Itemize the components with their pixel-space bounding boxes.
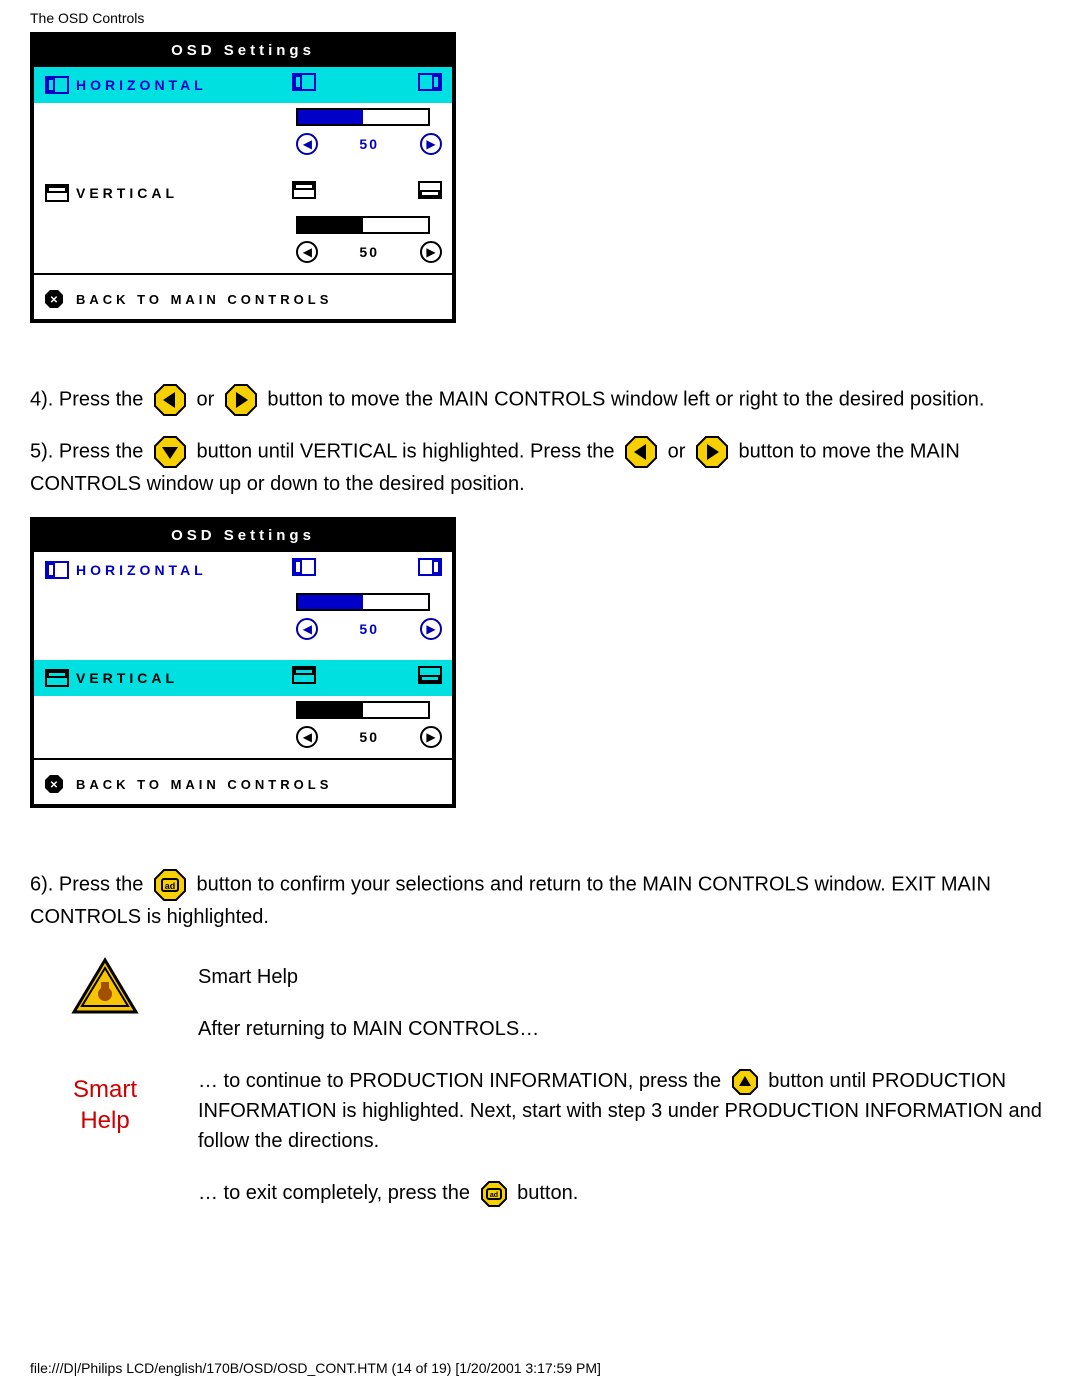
arrow-left-icon: ◀ xyxy=(296,133,318,155)
svg-text:ad: ad xyxy=(489,1192,497,1199)
osd-divider xyxy=(34,273,452,275)
arrow-left-icon: ◀ xyxy=(296,618,318,640)
screen-top-icon xyxy=(292,181,316,205)
vertical-value: 50 xyxy=(359,729,379,745)
left-button-icon xyxy=(153,383,187,417)
vertical-progress-row xyxy=(34,211,452,239)
step6-prefix: 6). Press the xyxy=(30,873,149,895)
arrow-right-icon: ▶ xyxy=(420,133,442,155)
osd-screenshot-vertical-selected: OSD Settings HORIZONTAL ◀ 50 ▶ xyxy=(30,517,456,808)
vertical-label: VERTICAL xyxy=(70,185,292,201)
osd-row-horizontal: HORIZONTAL xyxy=(34,552,452,588)
left-button-icon xyxy=(624,435,658,469)
sh-line-3: … to continue to PRODUCTION INFORMATION,… xyxy=(198,1066,1050,1156)
osd-row-vertical: VERTICAL xyxy=(34,660,452,696)
osd-title: OSD Settings xyxy=(34,521,452,552)
svg-text:ad: ad xyxy=(165,881,176,891)
vertical-screen-icon xyxy=(44,184,70,202)
exit-icon: ✕ xyxy=(44,774,64,794)
smart-help-section: Smart Help Smart Help After returning to… xyxy=(30,952,1050,1230)
exit-icon: ✕ xyxy=(44,289,64,309)
osd-row-horizontal: HORIZONTAL xyxy=(34,67,452,103)
vertical-progress-row xyxy=(34,696,452,724)
smart-help-label-1: Smart xyxy=(73,1076,137,1103)
down-button-icon xyxy=(153,435,187,469)
osd-screenshot-horizontal-selected: OSD Settings HORIZONTAL ◀ 50 ▶ xyxy=(30,32,456,323)
vertical-label: VERTICAL xyxy=(70,670,292,686)
horizontal-progress-row xyxy=(34,588,452,616)
horizontal-label: HORIZONTAL xyxy=(70,562,292,578)
back-label: BACK TO MAIN CONTROLS xyxy=(64,777,332,792)
step4-mid: or xyxy=(197,388,220,410)
horizontal-value: 50 xyxy=(359,621,379,637)
step4-suffix: button to move the MAIN CONTROLS window … xyxy=(267,388,984,410)
step-5-text: 5). Press the button until VERTICAL is h… xyxy=(30,435,1050,499)
vertical-value: 50 xyxy=(359,244,379,260)
screen-right-icon xyxy=(418,73,442,97)
vertical-screen-icon xyxy=(44,669,70,687)
warning-triangle-icon xyxy=(70,956,140,1024)
horizontal-screen-icon xyxy=(44,561,70,579)
osd-title: OSD Settings xyxy=(34,36,452,67)
arrow-left-icon: ◀ xyxy=(296,241,318,263)
sh-line-4: … to exit completely, press the ad butto… xyxy=(198,1178,1050,1208)
step-6-text: 6). Press the ad button to confirm your … xyxy=(30,868,1050,932)
smart-help-label-2: Help xyxy=(80,1107,129,1134)
page-header: The OSD Controls xyxy=(30,10,1050,26)
sh-line-2: After returning to MAIN CONTROLS… xyxy=(198,1014,1050,1044)
sh-line3a: … to continue to PRODUCTION INFORMATION,… xyxy=(198,1070,727,1092)
arrow-right-icon: ▶ xyxy=(420,618,442,640)
horizontal-progress-row xyxy=(34,103,452,131)
step5-mid2: or xyxy=(668,440,691,462)
screen-top-icon xyxy=(292,666,316,690)
page-footer: file:///D|/Philips LCD/english/170B/OSD/… xyxy=(30,1360,601,1376)
osd-back-row: ✕ BACK TO MAIN CONTROLS xyxy=(34,768,452,804)
sh-line4b: button. xyxy=(517,1182,578,1204)
vertical-value-row: ◀ 50 ▶ xyxy=(34,239,452,265)
svg-text:✕: ✕ xyxy=(50,295,58,306)
screen-bottom-icon xyxy=(418,666,442,690)
horizontal-progress-bar xyxy=(296,108,430,126)
horizontal-screen-icon xyxy=(44,76,70,94)
osd-back-row: ✕ BACK TO MAIN CONTROLS xyxy=(34,283,452,319)
horizontal-value: 50 xyxy=(359,136,379,152)
horizontal-value-row: ◀ 50 ▶ xyxy=(34,131,452,157)
step5-prefix: 5). Press the xyxy=(30,440,149,462)
horizontal-progress-bar xyxy=(296,593,430,611)
back-label: BACK TO MAIN CONTROLS xyxy=(64,292,332,307)
sh-line4a: … to exit completely, press the xyxy=(198,1182,476,1204)
osd-row-vertical: VERTICAL xyxy=(34,175,452,211)
up-button-icon xyxy=(731,1068,759,1096)
step5-mid1: button until VERTICAL is highlighted. Pr… xyxy=(197,440,621,462)
vertical-value-row: ◀ 50 ▶ xyxy=(34,724,452,750)
right-button-icon xyxy=(695,435,729,469)
ok-button-icon: ad xyxy=(153,868,187,902)
step-4-text: 4). Press the or button to move the MAIN… xyxy=(30,383,1050,417)
screen-right-icon xyxy=(418,558,442,582)
arrow-right-icon: ▶ xyxy=(420,726,442,748)
svg-text:✕: ✕ xyxy=(50,780,58,791)
screen-bottom-icon xyxy=(418,181,442,205)
osd-divider xyxy=(34,758,452,760)
vertical-progress-bar xyxy=(296,701,430,719)
right-button-icon xyxy=(224,383,258,417)
vertical-progress-bar xyxy=(296,216,430,234)
horizontal-label: HORIZONTAL xyxy=(70,77,292,93)
horizontal-value-row: ◀ 50 ▶ xyxy=(34,616,452,642)
smart-help-heading: Smart Help xyxy=(73,1074,137,1136)
step4-prefix: 4). Press the xyxy=(30,388,149,410)
arrow-left-icon: ◀ xyxy=(296,726,318,748)
screen-left-icon xyxy=(292,73,316,97)
arrow-right-icon: ▶ xyxy=(420,241,442,263)
ok-button-icon-small: ad xyxy=(480,1180,508,1208)
screen-left-icon xyxy=(292,558,316,582)
sh-line-1: Smart Help xyxy=(198,962,1050,992)
